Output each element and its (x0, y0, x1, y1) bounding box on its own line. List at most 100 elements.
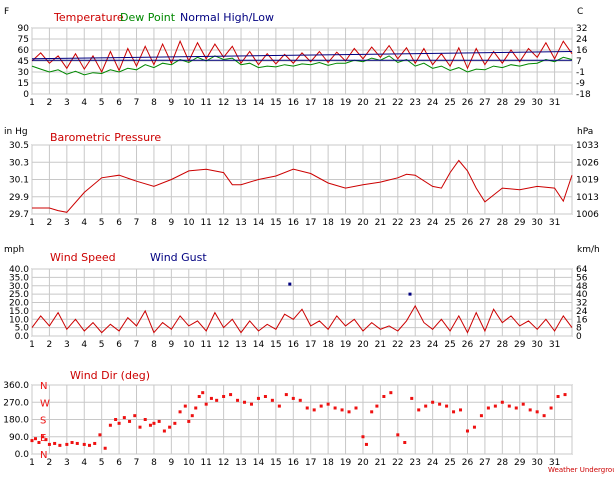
x-tick-label: 9 (168, 340, 174, 350)
y-tick-label-right: 1006 (576, 210, 599, 220)
data-point (333, 406, 337, 410)
data-point (93, 441, 97, 445)
x-tick-label: 16 (288, 218, 300, 228)
y-tick-label-left: 45 (18, 57, 29, 67)
pressure-unit-right: hPa (577, 127, 593, 137)
y-tick-label-right: 32 (576, 24, 587, 34)
x-tick-label: 12 (218, 458, 229, 468)
y-tick-label-left: 29.7 (9, 210, 29, 220)
data-point (173, 421, 177, 425)
y-tick-label-left: 75 (18, 35, 29, 45)
data-point (563, 393, 567, 397)
data-point (103, 446, 107, 450)
x-tick-label: 22 (392, 98, 403, 108)
x-tick-label: 26 (462, 458, 474, 468)
y-tick-label-right: 8 (576, 324, 582, 334)
data-point (319, 404, 323, 408)
x-tick-label: 1 (29, 218, 35, 228)
x-tick-label: 17 (305, 218, 316, 228)
compass-label: W (40, 398, 50, 409)
x-tick-label: 25 (444, 98, 455, 108)
x-tick-label: 2 (47, 458, 53, 468)
series-line (32, 159, 573, 213)
x-tick-label: 28 (497, 218, 509, 228)
x-tick-label: 27 (479, 340, 490, 350)
x-tick-label: 5 (99, 218, 105, 228)
series-line (31, 51, 573, 60)
x-tick-label: 24 (427, 458, 439, 468)
data-point (500, 400, 504, 404)
data-point (514, 406, 518, 410)
data-point (70, 441, 74, 444)
data-point (549, 406, 553, 410)
x-tick-label: 15 (270, 458, 281, 468)
data-point (459, 408, 463, 412)
data-point (438, 402, 442, 406)
y-tick-label-left: 10.0 (9, 315, 29, 325)
x-tick-label: 30 (531, 458, 543, 468)
data-point (493, 404, 497, 408)
data-point (117, 421, 121, 425)
data-point (452, 410, 456, 414)
data-point (507, 404, 511, 408)
data-point (326, 402, 330, 406)
x-tick-label: 6 (116, 98, 122, 108)
data-point (535, 410, 539, 414)
x-tick-label: 16 (288, 340, 300, 350)
x-tick-label: 4 (81, 98, 87, 108)
y-tick-label-right: 64 (576, 265, 588, 275)
x-tick-label: 10 (183, 98, 195, 108)
data-point (291, 396, 295, 400)
y-tick-label-left: 0.0 (15, 332, 30, 342)
compass-label: N (40, 450, 47, 461)
x-tick-label: 11 (200, 98, 211, 108)
data-point (340, 408, 344, 412)
y-tick-label-left: 90.0 (9, 433, 29, 443)
temp-unit-right: C (577, 7, 583, 17)
data-point (128, 419, 132, 423)
x-tick-label: 13 (235, 340, 246, 350)
y-tick-label-left: 20.0 (9, 299, 29, 309)
y-tick-label-left: 270.0 (3, 398, 29, 408)
x-tick-label: 9 (168, 98, 174, 108)
x-tick-label: 25 (444, 218, 455, 228)
x-tick-label: 14 (253, 458, 265, 468)
data-point (229, 393, 233, 397)
pressure-title: Barometric Pressure (50, 131, 161, 144)
data-point (472, 425, 476, 429)
x-tick-label: 2 (47, 98, 53, 108)
x-tick-label: 5 (99, 98, 105, 108)
x-tick-label: 14 (253, 218, 265, 228)
y-tick-label-right: 24 (576, 307, 588, 317)
x-tick-label: 25 (444, 458, 455, 468)
wind-legend-gust: Wind Gust (150, 251, 207, 264)
data-point (58, 443, 62, 447)
data-point (556, 395, 560, 398)
x-tick-label: 26 (462, 340, 474, 350)
x-tick-label: 11 (200, 218, 211, 228)
x-tick-label: 5 (99, 340, 105, 350)
data-point (364, 442, 368, 446)
data-point (270, 398, 274, 402)
data-point (204, 402, 208, 406)
x-tick-label: 2 (47, 218, 53, 228)
y-tick-label-right: 16 (576, 315, 588, 325)
x-tick-label: 22 (392, 218, 403, 228)
x-tick-label: 18 (322, 340, 334, 350)
x-tick-label: 18 (322, 458, 334, 468)
x-tick-label: 27 (479, 98, 490, 108)
data-point (347, 410, 351, 414)
y-tick-label-right: 0 (576, 332, 582, 342)
x-tick-label: 6 (116, 218, 122, 228)
data-point (157, 419, 161, 423)
y-tick-label-left: 15 (18, 79, 29, 89)
data-point (138, 425, 142, 429)
wind-legend-speed: Wind Speed (50, 251, 116, 264)
x-tick-label: 4 (81, 458, 87, 468)
wind-unit-left: mph (4, 245, 24, 255)
data-point (40, 435, 44, 439)
x-tick-label: 13 (235, 98, 246, 108)
y-tick-label-left: 35.0 (9, 273, 29, 283)
y-tick-label-left: 40.0 (9, 265, 29, 275)
data-point (44, 438, 48, 442)
